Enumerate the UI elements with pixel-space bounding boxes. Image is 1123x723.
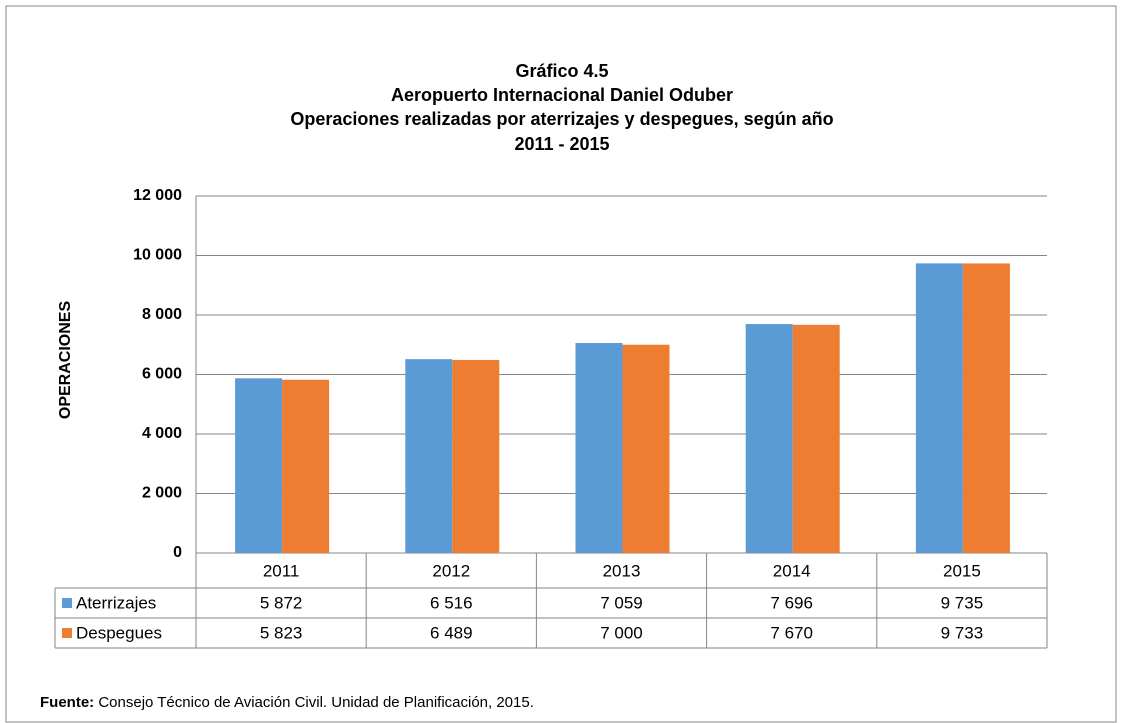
x-tick-label: 2011 <box>263 561 300 580</box>
data-label: 7 670 <box>770 623 813 642</box>
data-label: 5 872 <box>260 593 303 612</box>
bar <box>962 263 1010 553</box>
data-label: 6 489 <box>430 623 473 642</box>
y-tick-label: 0 <box>173 544 182 561</box>
y-tick-label: 8 000 <box>142 306 182 323</box>
chart-title: Operaciones realizadas por aterrizajes y… <box>290 109 833 129</box>
chart-title: Aeropuerto Internacional Daniel Oduber <box>391 85 733 105</box>
x-tick-label: 2012 <box>432 561 470 580</box>
x-tick-label: 2013 <box>603 561 641 580</box>
bar <box>622 344 670 553</box>
bar <box>575 342 623 553</box>
y-tick-label: 2 000 <box>142 485 182 502</box>
chart-title: Gráfico 4.5 <box>515 61 608 81</box>
legend-swatch <box>62 598 72 608</box>
data-label: 7 696 <box>770 593 813 612</box>
data-label: 6 516 <box>430 593 473 612</box>
source-text: Consejo Técnico de Aviación Civil. Unida… <box>94 694 534 711</box>
chart-title: 2011 - 2015 <box>514 134 609 154</box>
y-axis-label: OPERACIONES <box>57 301 74 420</box>
bar <box>915 263 963 553</box>
legend-label: Despegues <box>76 623 162 642</box>
data-label: 9 733 <box>941 623 984 642</box>
legend-swatch <box>62 628 72 638</box>
data-label: 5 823 <box>260 623 303 642</box>
data-label: 7 059 <box>600 593 643 612</box>
bar <box>282 379 330 553</box>
x-tick-label: 2015 <box>943 561 981 580</box>
y-tick-label: 6 000 <box>142 366 182 383</box>
source-label: Fuente: <box>40 694 94 711</box>
bar <box>452 359 500 553</box>
source-note: Fuente: Consejo Técnico de Aviación Civi… <box>40 694 534 711</box>
bar <box>235 378 283 553</box>
y-tick-label: 12 000 <box>133 187 182 204</box>
x-tick-label: 2014 <box>773 561 811 580</box>
y-tick-label: 4 000 <box>142 425 182 442</box>
bar <box>792 324 840 553</box>
data-label: 9 735 <box>941 593 984 612</box>
legend-label: Aterrizajes <box>76 593 156 612</box>
y-tick-label: 10 000 <box>133 247 182 264</box>
bar <box>405 359 453 553</box>
bar <box>745 324 793 553</box>
data-label: 7 000 <box>600 623 643 642</box>
